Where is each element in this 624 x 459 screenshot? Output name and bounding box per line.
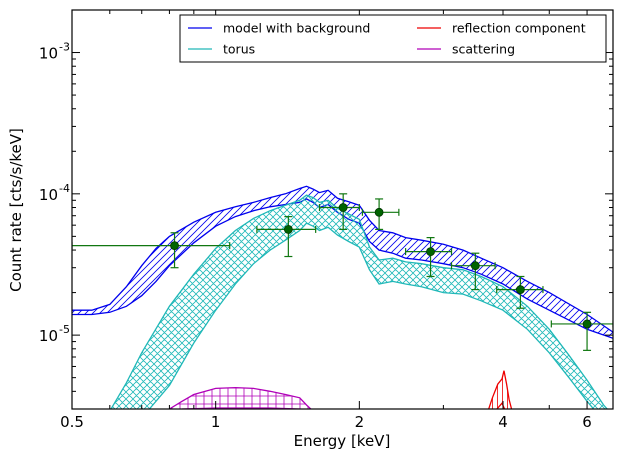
x-tick-label: 6 [582,413,592,431]
y-tick-exponent: -4 [59,182,70,195]
torus-band-fill [111,195,608,409]
axis-ticks [71,9,613,410]
data-marker [516,285,525,294]
data-marker [470,261,480,271]
legend: model with background reflection componen… [179,14,607,63]
data-point [404,237,453,278]
data-marker [338,203,348,212]
tick-labels: 0.5 1 2 4 610-510-410-3 [39,41,592,431]
x-tick-label: 4 [498,413,508,431]
data-point [496,275,544,309]
data-point [550,311,613,351]
y-axis-label: Count rate [cts/s/keV] [7,128,25,292]
data-point [72,232,231,269]
x-tick-label: 0.5 [60,413,84,431]
legend-label: torus [223,42,255,57]
data-marker [283,225,293,234]
plot-frame [71,9,614,410]
y-tick-base: 10 [39,186,58,204]
data-point [361,198,400,231]
legend-box [179,14,607,63]
legend-label: scattering [452,42,515,57]
y-tick-exponent: -3 [59,41,70,54]
data-points [72,193,613,351]
legend-label: reflection component [452,21,586,36]
y-tick-base: 10 [39,327,58,345]
reflection-upper-line [488,370,513,409]
torus-lower-line [148,222,595,409]
data-marker [374,207,384,217]
model-band-fill [72,186,613,339]
y-tick-label: 10 [39,45,58,63]
data-marker [170,241,179,251]
y-tick-exponent: -5 [59,323,70,336]
torus-band-group [110,194,609,409]
data-marker [426,247,435,257]
x-tick-label: 2 [355,413,365,431]
y-tick-label: 10 [39,327,58,345]
data-marker [582,319,592,329]
model-upper-line [72,185,613,333]
scattering-upper-line [169,386,312,409]
y-tick-label: 10 [39,186,58,204]
data-point [318,193,360,231]
data-point [256,215,317,258]
data-point [450,252,496,291]
x-tick-label: 1 [211,413,221,431]
x-axis-label: Energy [keV] [294,432,391,450]
torus-upper-line [110,194,609,409]
y-tick-base: 10 [39,45,58,63]
legend-label: model with background [223,21,370,36]
